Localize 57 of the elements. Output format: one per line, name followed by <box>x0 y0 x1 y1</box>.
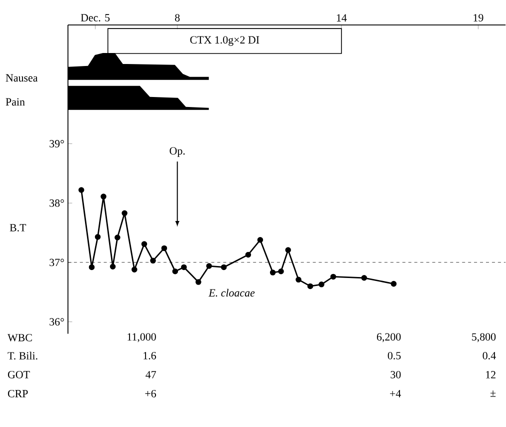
point <box>110 264 116 270</box>
y-axis-title: B.T <box>10 224 26 232</box>
point <box>285 247 292 254</box>
text: T. Bili. <box>8 352 38 360</box>
point <box>78 187 84 194</box>
x-tick-label: 14 <box>336 14 347 22</box>
point <box>114 234 120 241</box>
y-tick-label: 39° <box>50 140 64 148</box>
text: CRP <box>8 390 28 398</box>
text: ± <box>490 390 496 397</box>
x-tick-label: Dec. 5 <box>80 14 110 22</box>
annotation: CTX 1.0g×2 DI <box>190 36 260 46</box>
point <box>196 279 202 286</box>
point <box>141 241 148 248</box>
point <box>270 270 276 276</box>
point <box>220 264 227 270</box>
annotation: 5,800 <box>472 333 496 342</box>
text: +4 <box>390 390 401 398</box>
annotation: 6,200 <box>376 333 401 342</box>
point <box>278 268 284 274</box>
point <box>361 275 368 281</box>
text: 30 <box>390 371 401 379</box>
point <box>172 268 178 274</box>
point <box>88 264 95 270</box>
text: Pain <box>6 98 25 106</box>
text: 1.6 <box>144 352 156 360</box>
point <box>132 266 138 273</box>
text: +6 <box>145 390 156 398</box>
point <box>150 258 156 264</box>
text: 47 <box>146 371 156 378</box>
text: 0.4 <box>482 352 496 360</box>
x-tick-label: 8 <box>175 14 180 22</box>
y-tick-label: 38° <box>50 200 64 207</box>
y-tick-label: 36° <box>50 318 64 326</box>
point <box>318 282 324 288</box>
point <box>245 252 252 258</box>
point <box>257 237 264 243</box>
point <box>330 274 336 280</box>
y-tick-label: 37° <box>50 258 64 266</box>
point <box>161 246 168 252</box>
annotation: E. cloacae <box>208 289 255 297</box>
text: GOT <box>8 371 30 379</box>
point <box>122 210 128 216</box>
text: WBC <box>8 334 32 342</box>
annotation: Op. <box>170 147 185 158</box>
text: Nausea <box>6 74 38 82</box>
annotation: 11,000 <box>128 333 156 342</box>
point <box>390 281 397 287</box>
x-tick-label: 19 <box>474 14 484 22</box>
point <box>307 283 314 290</box>
text: 0.5 <box>388 352 401 360</box>
point <box>100 194 106 200</box>
point <box>206 263 212 270</box>
text: 12 <box>486 371 496 378</box>
point <box>181 264 187 270</box>
point <box>296 276 302 283</box>
point <box>94 234 101 240</box>
